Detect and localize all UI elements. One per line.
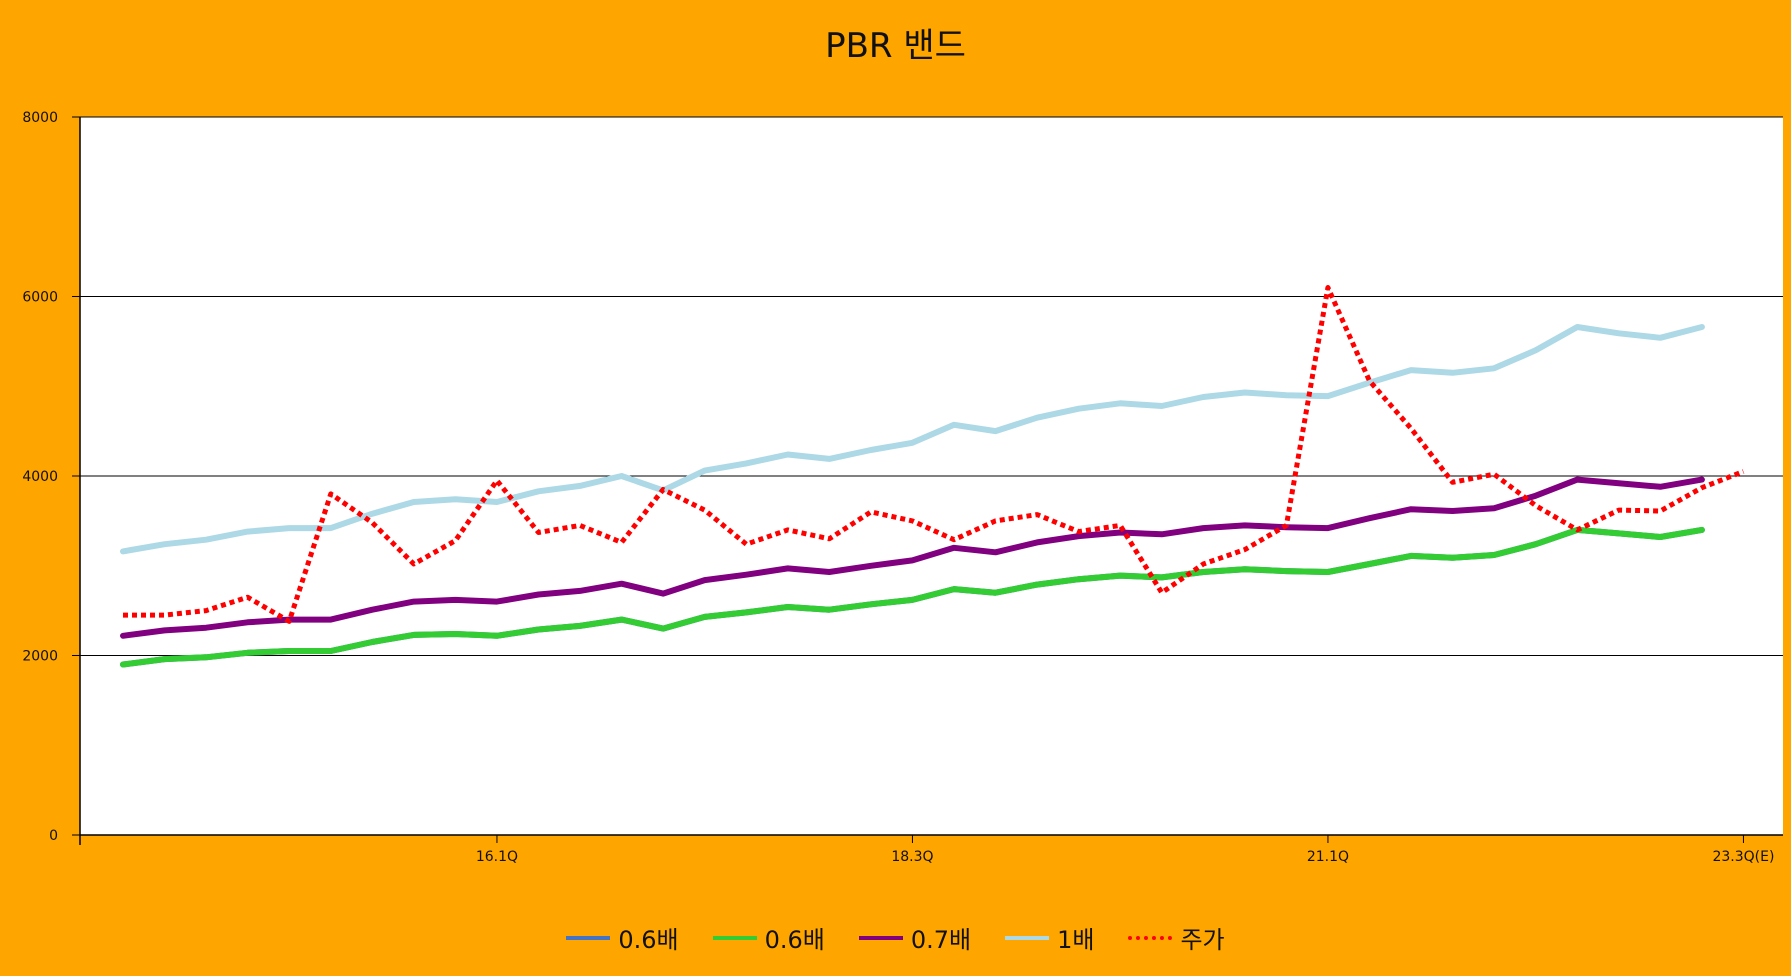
chart-title: PBR 밴드 [825, 26, 966, 66]
chart-legend: 0.6배 0.6배 0.7배 1배 주가 [0, 920, 1791, 955]
y-tick-label: 2000 [22, 649, 58, 665]
legend-label: 1배 [1057, 926, 1095, 954]
legend-label: 0.6배 [764, 926, 825, 954]
legend-label: 주가 [1180, 926, 1225, 954]
series-line-3 [120, 324, 1705, 555]
x-tick-label: 16.1Q [476, 849, 518, 865]
legend-swatch [858, 935, 903, 940]
legend-item-3: 1배 [1005, 920, 1094, 955]
legend-item-4: 주가 [1128, 920, 1225, 955]
legend-item-0: 0.6배 [566, 920, 679, 955]
y-tick-label: 4000 [22, 469, 58, 485]
tick-labels: 0 2000 4000 6000 8000 16.1Q 18.3Q 21.1Q 23.3Q(E) [22, 110, 1774, 865]
axes [72, 116, 1783, 845]
legend-item-1: 0.6배 [712, 920, 825, 955]
x-tick-label: 21.1Q [1307, 849, 1349, 865]
y-tick-label: 0 [49, 828, 58, 844]
x-tick-label: 23.3Q(E) [1712, 849, 1774, 865]
series-line-1 [120, 526, 1705, 668]
legend-swatch [566, 935, 611, 940]
legend-swatch [1128, 935, 1173, 940]
y-tick-label: 6000 [22, 290, 58, 306]
y-tick-label: 8000 [22, 110, 58, 126]
series-line-4 [123, 285, 1745, 624]
series-lines [120, 285, 1745, 668]
legend-item-2: 0.7배 [858, 920, 972, 955]
series-line-2 [120, 476, 1705, 639]
legend-swatch [712, 935, 757, 940]
legend-label: 0.7배 [910, 926, 972, 954]
x-tick-label: 18.3Q [891, 849, 933, 865]
legend-swatch [1005, 935, 1050, 940]
legend-label: 0.6배 [618, 926, 679, 954]
